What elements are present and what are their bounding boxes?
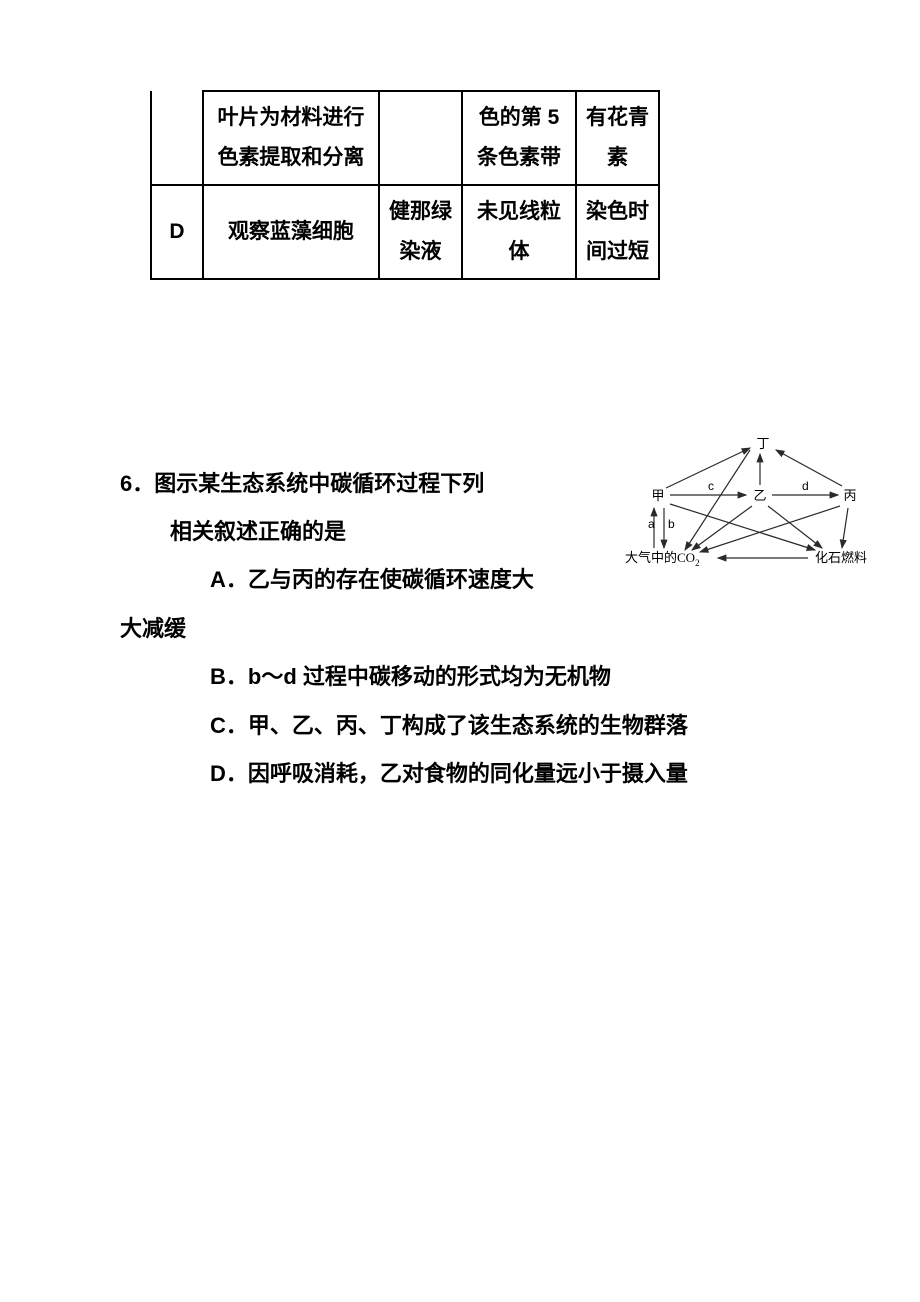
cell-a2: D <box>151 185 203 279</box>
cell-b1: 叶片为材料进行色素提取和分离 <box>203 91 379 185</box>
table-row: D 观察蓝藻细胞 健那绿染液 未见线粒体 染色时间过短 <box>151 185 659 279</box>
option-d: D．因呼吸消耗，乙对食物的同化量远小于摄入量 <box>210 750 800 798</box>
node-fossil: 化石燃料 <box>815 550 867 565</box>
table: 叶片为材料进行色素提取和分离 色的第 5 条色素带 有花青素 D 观察蓝藻细胞 … <box>150 90 660 280</box>
experiment-table: 叶片为材料进行色素提取和分离 色的第 5 条色素带 有花青素 D 观察蓝藻细胞 … <box>150 90 800 280</box>
cell-e2: 染色时间过短 <box>576 185 659 279</box>
node-ding: 丁 <box>756 436 769 451</box>
diagram-edges <box>654 448 848 558</box>
label-a: a <box>648 517 655 531</box>
cell-d1: 色的第 5 条色素带 <box>462 91 576 185</box>
diagram-svg: 丁 甲 乙 丙 大气中的CO2 化石燃料 <box>600 430 880 580</box>
question-number: 6． <box>120 471 154 496</box>
option-b: B．b～d 过程中碳移动的形式均为无机物 <box>210 653 800 701</box>
table-row: 叶片为材料进行色素提取和分离 色的第 5 条色素带 有花青素 <box>151 91 659 185</box>
label-d: d <box>802 479 809 493</box>
question-6: 丁 甲 乙 丙 大气中的CO2 化石燃料 <box>120 460 800 799</box>
label-b: b <box>668 517 675 531</box>
label-c: c <box>708 479 714 493</box>
carbon-cycle-diagram: 丁 甲 乙 丙 大气中的CO2 化石燃料 <box>600 430 880 580</box>
option-c: C．甲、乙、丙、丁构成了该生态系统的生物群落 <box>210 702 800 750</box>
option-a-line2: 大减缓 <box>120 605 800 653</box>
node-jia: 甲 <box>651 488 664 503</box>
question-line1: 图示某生态系统中碳循环过程下列 <box>154 471 484 496</box>
node-co2: 大气中的CO2 <box>625 550 700 568</box>
cell-empty <box>379 91 462 185</box>
cell-e1: 有花青素 <box>576 91 659 185</box>
cell-empty <box>151 91 203 185</box>
cell-d2: 未见线粒体 <box>462 185 576 279</box>
cell-b2: 观察蓝藻细胞 <box>203 185 379 279</box>
node-bing: 丙 <box>843 488 856 503</box>
cell-c2: 健那绿染液 <box>379 185 462 279</box>
node-yi: 乙 <box>753 488 766 503</box>
